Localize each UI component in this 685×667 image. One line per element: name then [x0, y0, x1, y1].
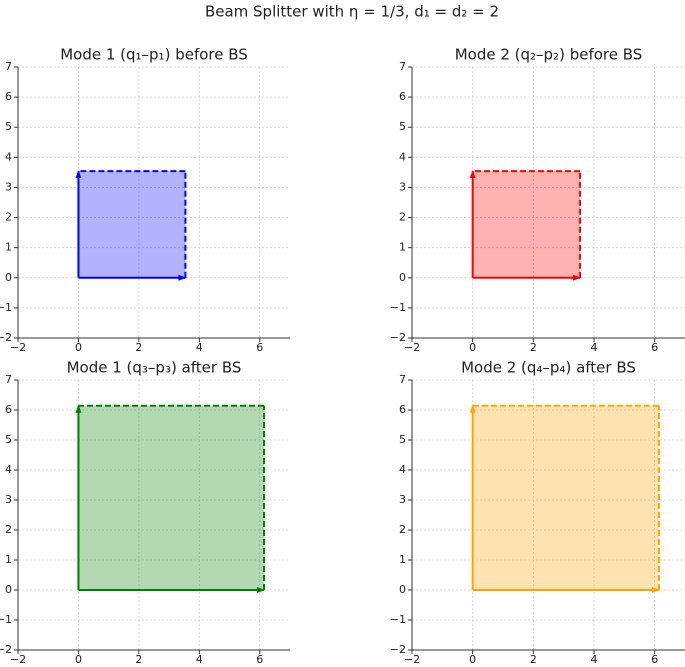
area	[472, 171, 581, 278]
y-tick-label: 1	[5, 241, 12, 254]
y-tick-label: 0	[399, 271, 406, 284]
y-tick-label: 1	[399, 553, 406, 566]
x-tick-label: 0	[469, 653, 476, 663]
x-tick-label: 4	[196, 653, 203, 663]
y-tick-label: −1	[0, 301, 12, 314]
y-tick-label: 4	[399, 463, 406, 476]
y-tick-label: 1	[399, 241, 406, 254]
x-tick-label: 6	[651, 341, 658, 354]
y-tick-label: 4	[5, 463, 12, 476]
y-tick-label: −1	[390, 301, 406, 314]
area	[78, 171, 186, 278]
x-tick-label: 2	[135, 341, 142, 354]
y-tick-label: 6	[5, 403, 12, 416]
x-tick-label: −2	[404, 341, 420, 354]
y-tick-label: 5	[5, 120, 12, 133]
subplot-title: Mode 1 (q₁–p₁) before BS	[60, 46, 248, 64]
subplot-title: Mode 1 (q₃–p₃) after BS	[67, 359, 242, 377]
y-tick-label: 1	[5, 553, 12, 566]
x-tick-label: 6	[256, 341, 263, 354]
y-tick-label: 7	[399, 373, 406, 386]
y-tick-label: 7	[399, 60, 406, 73]
y-tick-label: 3	[399, 493, 406, 506]
x-tick-label: 0	[75, 341, 82, 354]
y-tick-label: 0	[5, 271, 12, 284]
y-tick-label: 6	[399, 90, 406, 103]
x-tick-label: 0	[469, 341, 476, 354]
y-tick-label: 4	[5, 150, 12, 163]
y-tick-label: 4	[399, 150, 406, 163]
y-tick-label: −2	[0, 643, 12, 656]
y-tick-label: 5	[5, 433, 12, 446]
y-tick-label: 5	[399, 120, 406, 133]
x-tick-label: 2	[135, 653, 142, 663]
x-tick-label: 4	[591, 341, 598, 354]
y-tick-label: 2	[5, 523, 12, 536]
y-tick-label: −2	[390, 643, 406, 656]
area	[472, 405, 659, 590]
subplot-title: Mode 2 (q₂–p₂) before BS	[455, 46, 643, 64]
y-tick-label: 3	[5, 493, 12, 506]
x-tick-label: 6	[651, 653, 658, 663]
y-tick-label: 2	[5, 211, 12, 224]
x-tick-label: 4	[591, 653, 598, 663]
figure-title: Beam Splitter with η = 1/3, d₁ = d₂ = 2	[205, 3, 499, 21]
x-tick-label: 0	[75, 653, 82, 663]
y-tick-label: −2	[390, 331, 406, 344]
x-tick-label: 6	[256, 653, 263, 663]
x-tick-label: 2	[530, 653, 537, 663]
x-tick-label: 4	[196, 341, 203, 354]
y-tick-label: −2	[0, 331, 12, 344]
y-tick-label: 6	[399, 403, 406, 416]
y-tick-label: −1	[0, 613, 12, 626]
y-tick-label: 5	[399, 433, 406, 446]
y-tick-label: 0	[5, 583, 12, 596]
y-tick-label: 7	[5, 60, 12, 73]
x-tick-label: 2	[530, 341, 537, 354]
y-tick-label: 0	[399, 583, 406, 596]
y-tick-label: −1	[390, 613, 406, 626]
y-tick-label: 2	[399, 523, 406, 536]
x-tick-label: −2	[10, 341, 26, 354]
area	[78, 405, 265, 590]
y-tick-label: 7	[5, 373, 12, 386]
subplot-title: Mode 2 (q₄–p₄) after BS	[461, 359, 636, 377]
y-tick-label: 2	[399, 211, 406, 224]
y-tick-label: 3	[399, 180, 406, 193]
y-tick-label: 3	[5, 180, 12, 193]
y-tick-label: 6	[5, 90, 12, 103]
x-tick-label: −2	[10, 653, 26, 663]
x-tick-label: −2	[404, 653, 420, 663]
